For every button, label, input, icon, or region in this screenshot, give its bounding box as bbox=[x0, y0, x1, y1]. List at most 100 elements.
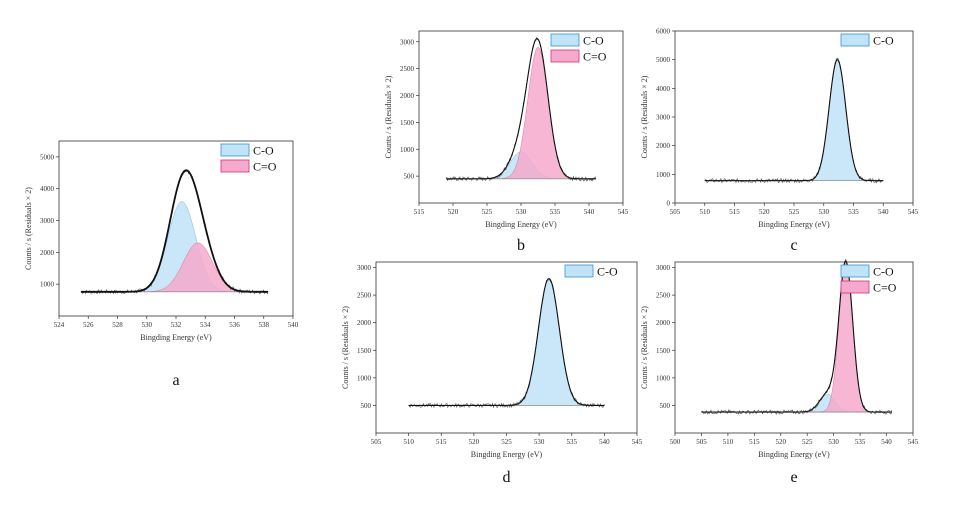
component-peak-c-double-o bbox=[445, 46, 597, 180]
y-tick-label: 500 bbox=[404, 173, 415, 181]
x-tick-label: 500 bbox=[670, 438, 681, 446]
chart-d: 505 510 515 520 525 530 535 540 545 500 1000 1500 20… bbox=[341, 261, 643, 486]
x-axis-label: Bingding Energy (eV) bbox=[758, 450, 830, 459]
y-tick-label: 5000 bbox=[40, 153, 55, 161]
x-tick-label: 534 bbox=[200, 321, 211, 329]
y-tick-label: 2000 bbox=[40, 249, 55, 257]
legend-label: C-O bbox=[597, 265, 618, 279]
legend: C-O C=O bbox=[550, 33, 607, 64]
envelope-fit-line bbox=[446, 38, 596, 180]
chart-b: 515 520 525 530 535 540 545 500 1000 1500 2000 2500… bbox=[384, 30, 629, 254]
x-tick-label: 528 bbox=[112, 321, 123, 329]
x-tick-label: 540 bbox=[878, 208, 889, 216]
y-tick-label: 2000 bbox=[656, 142, 671, 150]
envelope-fit-line bbox=[704, 59, 884, 182]
y-tick-label: 0 bbox=[667, 200, 671, 208]
legend-label: C-O bbox=[253, 144, 274, 158]
y-tick-label: 1000 bbox=[656, 171, 671, 179]
envelope-fit-line bbox=[408, 277, 605, 406]
y-axis-label: Counts / s (Residuals × 2) bbox=[640, 306, 649, 389]
raw-data-line bbox=[408, 278, 605, 409]
legend-label: C=O bbox=[583, 50, 607, 64]
chart-c: 505 510 515 520 525 530 535 540 545 0 1000 2000 3000… bbox=[640, 28, 919, 255]
x-tick-label: 545 bbox=[632, 438, 643, 446]
y-tick-label: 2000 bbox=[656, 319, 671, 327]
x-tick-label: 530 bbox=[534, 438, 545, 446]
x-tick-label: 505 bbox=[371, 438, 382, 446]
x-tick-label: 530 bbox=[828, 438, 839, 446]
legend-label: C-O bbox=[873, 34, 894, 48]
legend-label: C=O bbox=[873, 281, 897, 295]
envelope-fit-line bbox=[80, 169, 269, 293]
y-axis-label: Counts / s (Residuals × 2) bbox=[24, 187, 33, 270]
y-axis-label: Counts / s (Residuals × 2) bbox=[341, 306, 350, 389]
x-tick-label: 540 bbox=[584, 208, 595, 216]
x-axis-label: Bingding Energy (eV) bbox=[471, 450, 543, 459]
plot-frame bbox=[674, 30, 914, 204]
x-tick-label: 530 bbox=[516, 208, 527, 216]
legend-label: C=O bbox=[253, 160, 277, 174]
y-tick-label: 1000 bbox=[400, 146, 415, 154]
legend-swatch-c-o bbox=[840, 264, 870, 278]
x-tick-label: 520 bbox=[776, 438, 787, 446]
y-tick-label: 3000 bbox=[656, 114, 671, 122]
x-tick-label: 540 bbox=[599, 438, 610, 446]
plot-frame bbox=[674, 261, 914, 434]
legend-swatch-c-double-o bbox=[550, 49, 580, 63]
legend: C-O bbox=[564, 264, 618, 279]
y-tick-label: 6000 bbox=[656, 28, 671, 36]
x-axis-label: Bingding Energy (eV) bbox=[485, 220, 557, 229]
component-peak-c-o bbox=[704, 59, 884, 181]
x-tick-label: 515 bbox=[749, 438, 760, 446]
panel-label: b bbox=[517, 237, 525, 254]
x-tick-label: 530 bbox=[819, 208, 830, 216]
plot-frame bbox=[375, 261, 638, 434]
x-axis-label: Bingding Energy (eV) bbox=[140, 333, 212, 342]
x-tick-label: 525 bbox=[802, 438, 813, 446]
x-tick-label: 505 bbox=[670, 208, 681, 216]
y-tick-label: 3000 bbox=[40, 217, 55, 225]
x-tick-label: 505 bbox=[696, 438, 707, 446]
legend-swatch-c-double-o bbox=[840, 280, 870, 294]
x-tick-label: 525 bbox=[501, 438, 512, 446]
panel-label: c bbox=[790, 237, 797, 254]
y-tick-label: 2000 bbox=[400, 92, 415, 100]
y-tick-label: 5000 bbox=[656, 56, 671, 64]
x-tick-label: 536 bbox=[229, 321, 240, 329]
x-tick-label: 520 bbox=[759, 208, 770, 216]
y-tick-label: 3000 bbox=[357, 264, 372, 272]
y-tick-label: 1000 bbox=[40, 281, 55, 289]
y-tick-label: 4000 bbox=[40, 185, 55, 193]
y-tick-label: 1500 bbox=[400, 119, 415, 127]
raw-data-line bbox=[704, 57, 884, 184]
x-tick-label: 515 bbox=[729, 208, 740, 216]
legend: C-O C=O bbox=[840, 264, 897, 295]
legend: C-O bbox=[840, 33, 894, 48]
x-tick-label: 535 bbox=[550, 208, 561, 216]
x-tick-label: 540 bbox=[881, 438, 892, 446]
legend-label: C-O bbox=[583, 34, 604, 48]
x-tick-label: 545 bbox=[908, 438, 919, 446]
x-tick-label: 524 bbox=[54, 321, 65, 329]
x-tick-label: 510 bbox=[403, 438, 414, 446]
legend-swatch-c-o bbox=[550, 33, 580, 47]
panel-label: e bbox=[790, 469, 797, 486]
y-tick-label: 3000 bbox=[656, 264, 671, 272]
panel-label: a bbox=[172, 372, 179, 389]
x-tick-label: 535 bbox=[855, 438, 866, 446]
x-tick-label: 532 bbox=[171, 321, 182, 329]
legend-swatch-c-o bbox=[564, 264, 594, 278]
x-tick-label: 545 bbox=[908, 208, 919, 216]
x-tick-label: 545 bbox=[618, 208, 629, 216]
legend-swatch-c-o bbox=[840, 33, 870, 47]
y-tick-label: 2500 bbox=[357, 292, 372, 300]
chart-a: 524 526 528 530 532 534 536 538 540 1000 2000 3000 4… bbox=[24, 140, 299, 389]
y-axis-label: Counts / s (Residuals × 2) bbox=[640, 75, 649, 158]
x-tick-label: 520 bbox=[448, 208, 459, 216]
x-tick-label: 515 bbox=[436, 438, 447, 446]
x-tick-label: 540 bbox=[288, 321, 299, 329]
chart-e: 500 505 510 515 520 525 530 535 540 545 500 1000 150… bbox=[640, 258, 919, 486]
x-tick-label: 535 bbox=[567, 438, 578, 446]
legend-label: C-O bbox=[873, 265, 894, 279]
